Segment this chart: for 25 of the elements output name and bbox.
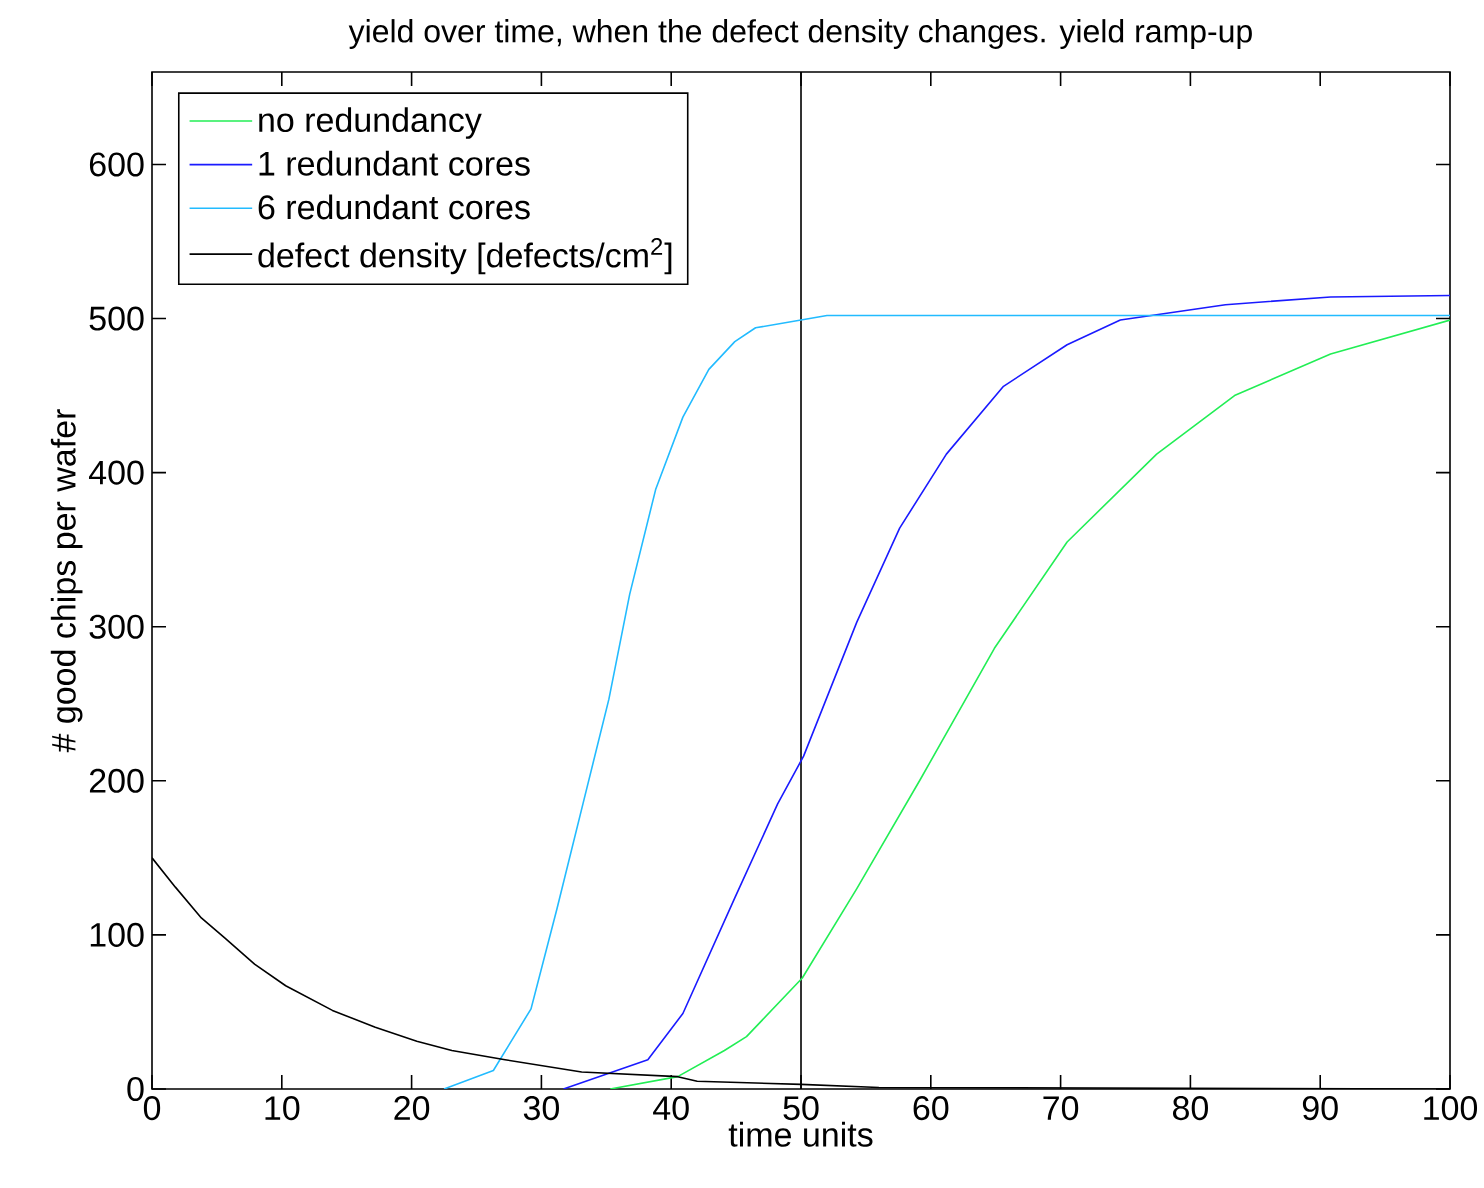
- x-tick-label: 20: [394, 1096, 430, 1121]
- x-tick-label: 60: [913, 1096, 949, 1121]
- x-axis-title: time units: [728, 1121, 873, 1147]
- x-tick-label: 10: [265, 1096, 300, 1121]
- x-tick-label: 0: [143, 1096, 161, 1121]
- y-tick-label: 500: [89, 306, 144, 331]
- x-tick-label: 100: [1424, 1096, 1478, 1121]
- x-tick-label: 80: [1172, 1096, 1208, 1121]
- x-tick-label: 90: [1302, 1096, 1338, 1121]
- legend-label: 1 redundant cores: [259, 150, 530, 176]
- x-tick-label: 40: [653, 1096, 689, 1121]
- x-tick-label: 30: [523, 1096, 559, 1121]
- y-tick-label: 400: [89, 460, 144, 485]
- x-tick-label: 70: [1043, 1096, 1079, 1121]
- legend-label: defect density [defects/cm$^{2}$]: [258, 238, 672, 275]
- y-tick-label: 300: [89, 614, 144, 639]
- y-tick-label: 600: [89, 152, 144, 177]
- y-tick-label: 100: [90, 922, 144, 947]
- y-axis-title: # good chips per wafer: [50, 409, 83, 753]
- legend-label: no redundancy: [259, 107, 482, 139]
- y-tick-label: 0: [127, 1076, 144, 1102]
- y-tick-label: 200: [89, 768, 144, 793]
- legend-label: 6 redundant cores: [258, 194, 530, 220]
- x-tick-label: 50: [783, 1096, 819, 1121]
- chart-title: yield over time, when the defect density changes. yield ramp-up: [348, 19, 1252, 49]
